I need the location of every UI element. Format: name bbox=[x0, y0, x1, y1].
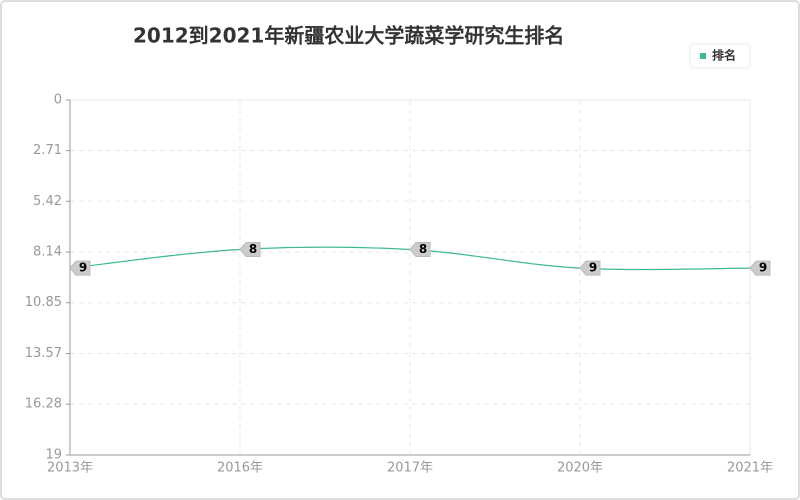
legend-swatch bbox=[700, 53, 706, 59]
x-tick-label: 2017年 bbox=[387, 461, 433, 476]
y-tick-label: 2.71 bbox=[33, 143, 62, 158]
data-label: 9 bbox=[759, 261, 767, 275]
y-tick-label: 19 bbox=[45, 448, 62, 463]
data-label: 9 bbox=[589, 261, 597, 275]
data-label-tag bbox=[69, 260, 91, 276]
legend-box bbox=[689, 43, 751, 69]
legend-label: 排名 bbox=[712, 48, 736, 63]
data-label-tag bbox=[749, 260, 771, 276]
chart-title: 2012到2021年新疆农业大学蔬菜学研究生排名 bbox=[133, 24, 564, 48]
x-tick-label: 2020年 bbox=[557, 461, 603, 476]
x-tick-label: 2021年 bbox=[727, 461, 773, 476]
plot-area bbox=[69, 99, 751, 456]
y-tick-label: 13.57 bbox=[25, 346, 62, 361]
y-tick-label: 0 bbox=[54, 93, 62, 108]
data-label: 8 bbox=[419, 242, 427, 256]
y-tick-label: 10.85 bbox=[25, 295, 62, 310]
data-label-tag bbox=[409, 241, 431, 257]
x-tick-label: 2016年 bbox=[217, 461, 263, 476]
data-label-tag bbox=[239, 241, 261, 257]
y-tick-label: 5.42 bbox=[33, 194, 62, 209]
data-label-tag bbox=[579, 260, 601, 276]
data-label: 8 bbox=[249, 242, 257, 256]
y-tick-label: 8.14 bbox=[33, 245, 62, 260]
y-tick-label: 16.28 bbox=[25, 397, 62, 412]
x-tick-label: 2013年 bbox=[47, 461, 93, 476]
data-label: 9 bbox=[79, 261, 87, 275]
